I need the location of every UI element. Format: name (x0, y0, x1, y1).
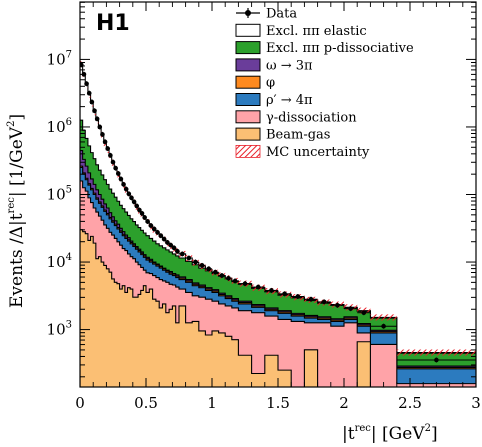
data-point (142, 214, 147, 220)
data-point (100, 131, 105, 137)
data-point (161, 236, 167, 242)
h1-badge: H1 (96, 11, 130, 36)
mc-uncertainty-bin (396, 349, 476, 356)
data-point (396, 357, 476, 363)
data-point (123, 186, 129, 192)
data-point (330, 302, 344, 308)
legend: Data Excl. ππ elastic Excl. ππ p-dissociat… (235, 7, 414, 160)
legend-label: Excl. ππ p-dissociative (266, 41, 414, 56)
legend-label: Data (266, 7, 297, 22)
legend-entry-excl-elastic: Excl. ππ elastic (235, 23, 367, 39)
data-point (151, 226, 157, 232)
axis-ticks (79, 1, 477, 387)
x-tick-label: 3 (471, 394, 481, 412)
data-point (304, 296, 318, 302)
x-tick-label: 0.5 (134, 394, 158, 412)
data-point (113, 165, 118, 171)
y-tick-label: 105 (47, 185, 72, 204)
y-axis-label: Events /Δ|trec| [1/GeV2] (6, 114, 27, 308)
legend-entry-beam-gas: Beam-gas (235, 127, 330, 143)
legend-label: Excl. ππ elastic (266, 24, 367, 39)
data-point (231, 278, 239, 284)
data-point (115, 171, 121, 177)
legend-entry-: φ (235, 75, 275, 91)
x-tick-label: 1.5 (266, 394, 290, 412)
x-tick-label: 1 (207, 394, 217, 412)
legend-entry-3: ω → 3π (235, 58, 313, 73)
data-point (145, 219, 150, 225)
data-point (148, 223, 154, 229)
legend-label: ρ′ → 4π (266, 93, 313, 108)
data-point (121, 181, 126, 187)
data-point (212, 269, 219, 275)
x-tick-label: 2 (339, 394, 349, 412)
data-point (238, 281, 252, 287)
data-point (251, 284, 265, 290)
data-point (291, 293, 305, 299)
data-point (370, 323, 397, 329)
data-point (92, 108, 97, 114)
data-points (80, 62, 476, 363)
data-point (94, 116, 100, 122)
legend-label: ω → 3π (266, 58, 313, 73)
legend-entry-data: Data (236, 7, 297, 22)
data-point (175, 248, 180, 254)
legend-label: Beam-gas (266, 128, 330, 143)
data-point (264, 287, 278, 293)
data-point (168, 242, 174, 248)
data-point (89, 99, 95, 105)
data-point (86, 90, 92, 96)
x-axis-label: |trec| [GeV2] (342, 423, 438, 444)
data-point (131, 199, 137, 205)
data-point (102, 139, 108, 145)
data-point (171, 245, 177, 251)
data-point (225, 275, 232, 281)
data-point (110, 159, 116, 165)
series-area-beam-gas (80, 229, 476, 387)
data-point (139, 210, 145, 216)
data-point (137, 207, 142, 213)
data-point (218, 273, 226, 279)
data-point (198, 262, 206, 268)
data-point (185, 255, 193, 261)
data-point (108, 152, 113, 158)
y-tick-label: 107 (47, 49, 72, 68)
data-point (179, 251, 186, 257)
data-point (126, 191, 132, 197)
legend-label: γ-dissociation (266, 110, 357, 125)
y-tick-label: 103 (47, 320, 72, 339)
data-point (317, 299, 331, 305)
data-point (344, 306, 358, 312)
y-tick-label: 104 (47, 252, 72, 271)
data-point (205, 266, 212, 272)
data-point (158, 233, 164, 239)
data-point (118, 176, 124, 182)
data-point (97, 124, 103, 130)
data-point (278, 291, 292, 297)
legend-entry-4: ρ′ → 4π (235, 93, 313, 108)
legend-label: MC uncertainty (266, 145, 370, 160)
data-point (155, 229, 160, 235)
data-point (129, 195, 134, 201)
legend-entry-excl-p-dissociative: Excl. ππ p-dissociative (235, 41, 414, 56)
data-point (105, 146, 111, 152)
data-point (192, 259, 199, 265)
data-point (357, 310, 371, 316)
legend-label: φ (266, 76, 275, 91)
legend-entry-dissociation: γ-dissociation (235, 110, 357, 125)
mc-uncertainty-bin (370, 314, 397, 321)
x-tick-label: 2.5 (398, 394, 422, 412)
y-tick-label: 106 (47, 117, 72, 136)
x-tick-label: 0 (75, 394, 85, 412)
y-tick-labels: 103 104 105 106 107 (47, 49, 72, 338)
data-point (84, 81, 89, 87)
data-point (134, 203, 140, 209)
legend-entry-mc-uncertainty: MC uncertainty (235, 145, 370, 160)
data-point (165, 239, 170, 245)
x-tick-labels: 0 0.5 1 1.5 2 2.5 3 (75, 394, 481, 412)
